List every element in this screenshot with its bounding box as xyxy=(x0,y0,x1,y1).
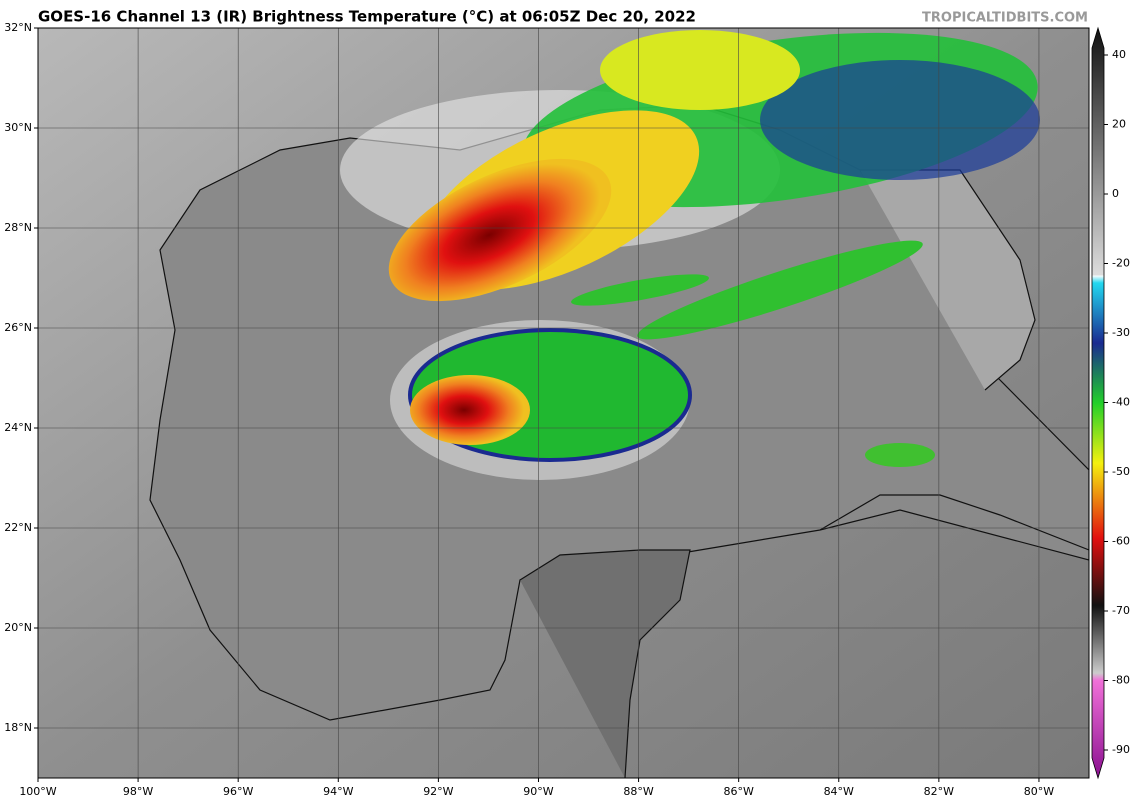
y-tick-label: 18°N xyxy=(4,721,32,734)
x-tick-label: 100°W xyxy=(19,785,56,798)
colorbar: 40 20 0 -20 -30 -40 -50 -60 -70 -80 -90 xyxy=(1091,26,1130,780)
colorbar-label: -20 xyxy=(1112,257,1130,270)
colorbar-label: 40 xyxy=(1112,48,1126,61)
colorbar-label: -70 xyxy=(1112,604,1130,617)
title: GOES-16 Channel 13 (IR) Brightness Tempe… xyxy=(38,8,696,26)
colorbar-label: -30 xyxy=(1112,326,1130,339)
satellite-image xyxy=(38,28,1089,778)
x-tick-label: 84°W xyxy=(824,785,854,798)
colorbar-label: -60 xyxy=(1112,535,1130,548)
colorbar-label: 0 xyxy=(1112,187,1119,200)
x-tick-label: 96°W xyxy=(223,785,253,798)
x-tick-label: 82°W xyxy=(924,785,954,798)
plot-frame xyxy=(37,27,1090,779)
y-tick-label: 32°N xyxy=(4,21,32,34)
y-tick-label: 20°N xyxy=(4,621,32,634)
y-tick-label: 30°N xyxy=(4,121,32,134)
y-tick-label: 28°N xyxy=(4,221,32,234)
watermark: TROPICALTIDBITS.COM xyxy=(922,11,1088,26)
x-tick-label: 90°W xyxy=(523,785,553,798)
x-tick-label: 88°W xyxy=(623,785,653,798)
x-tick-label: 92°W xyxy=(423,785,453,798)
y-tick-label: 26°N xyxy=(4,321,32,334)
colorbar-label: -40 xyxy=(1112,396,1130,409)
x-tick-label: 86°W xyxy=(723,785,753,798)
x-tick-label: 80°W xyxy=(1024,785,1054,798)
colorbar-label: 20 xyxy=(1112,118,1126,131)
y-tick-label: 24°N xyxy=(4,421,32,434)
colorbar-label: -80 xyxy=(1112,674,1130,687)
x-tick-label: 98°W xyxy=(123,785,153,798)
y-tick-label: 22°N xyxy=(4,521,32,534)
x-tick-label: 94°W xyxy=(323,785,353,798)
colorbar-label: -90 xyxy=(1112,743,1130,756)
colorbar-label: -50 xyxy=(1112,465,1130,478)
